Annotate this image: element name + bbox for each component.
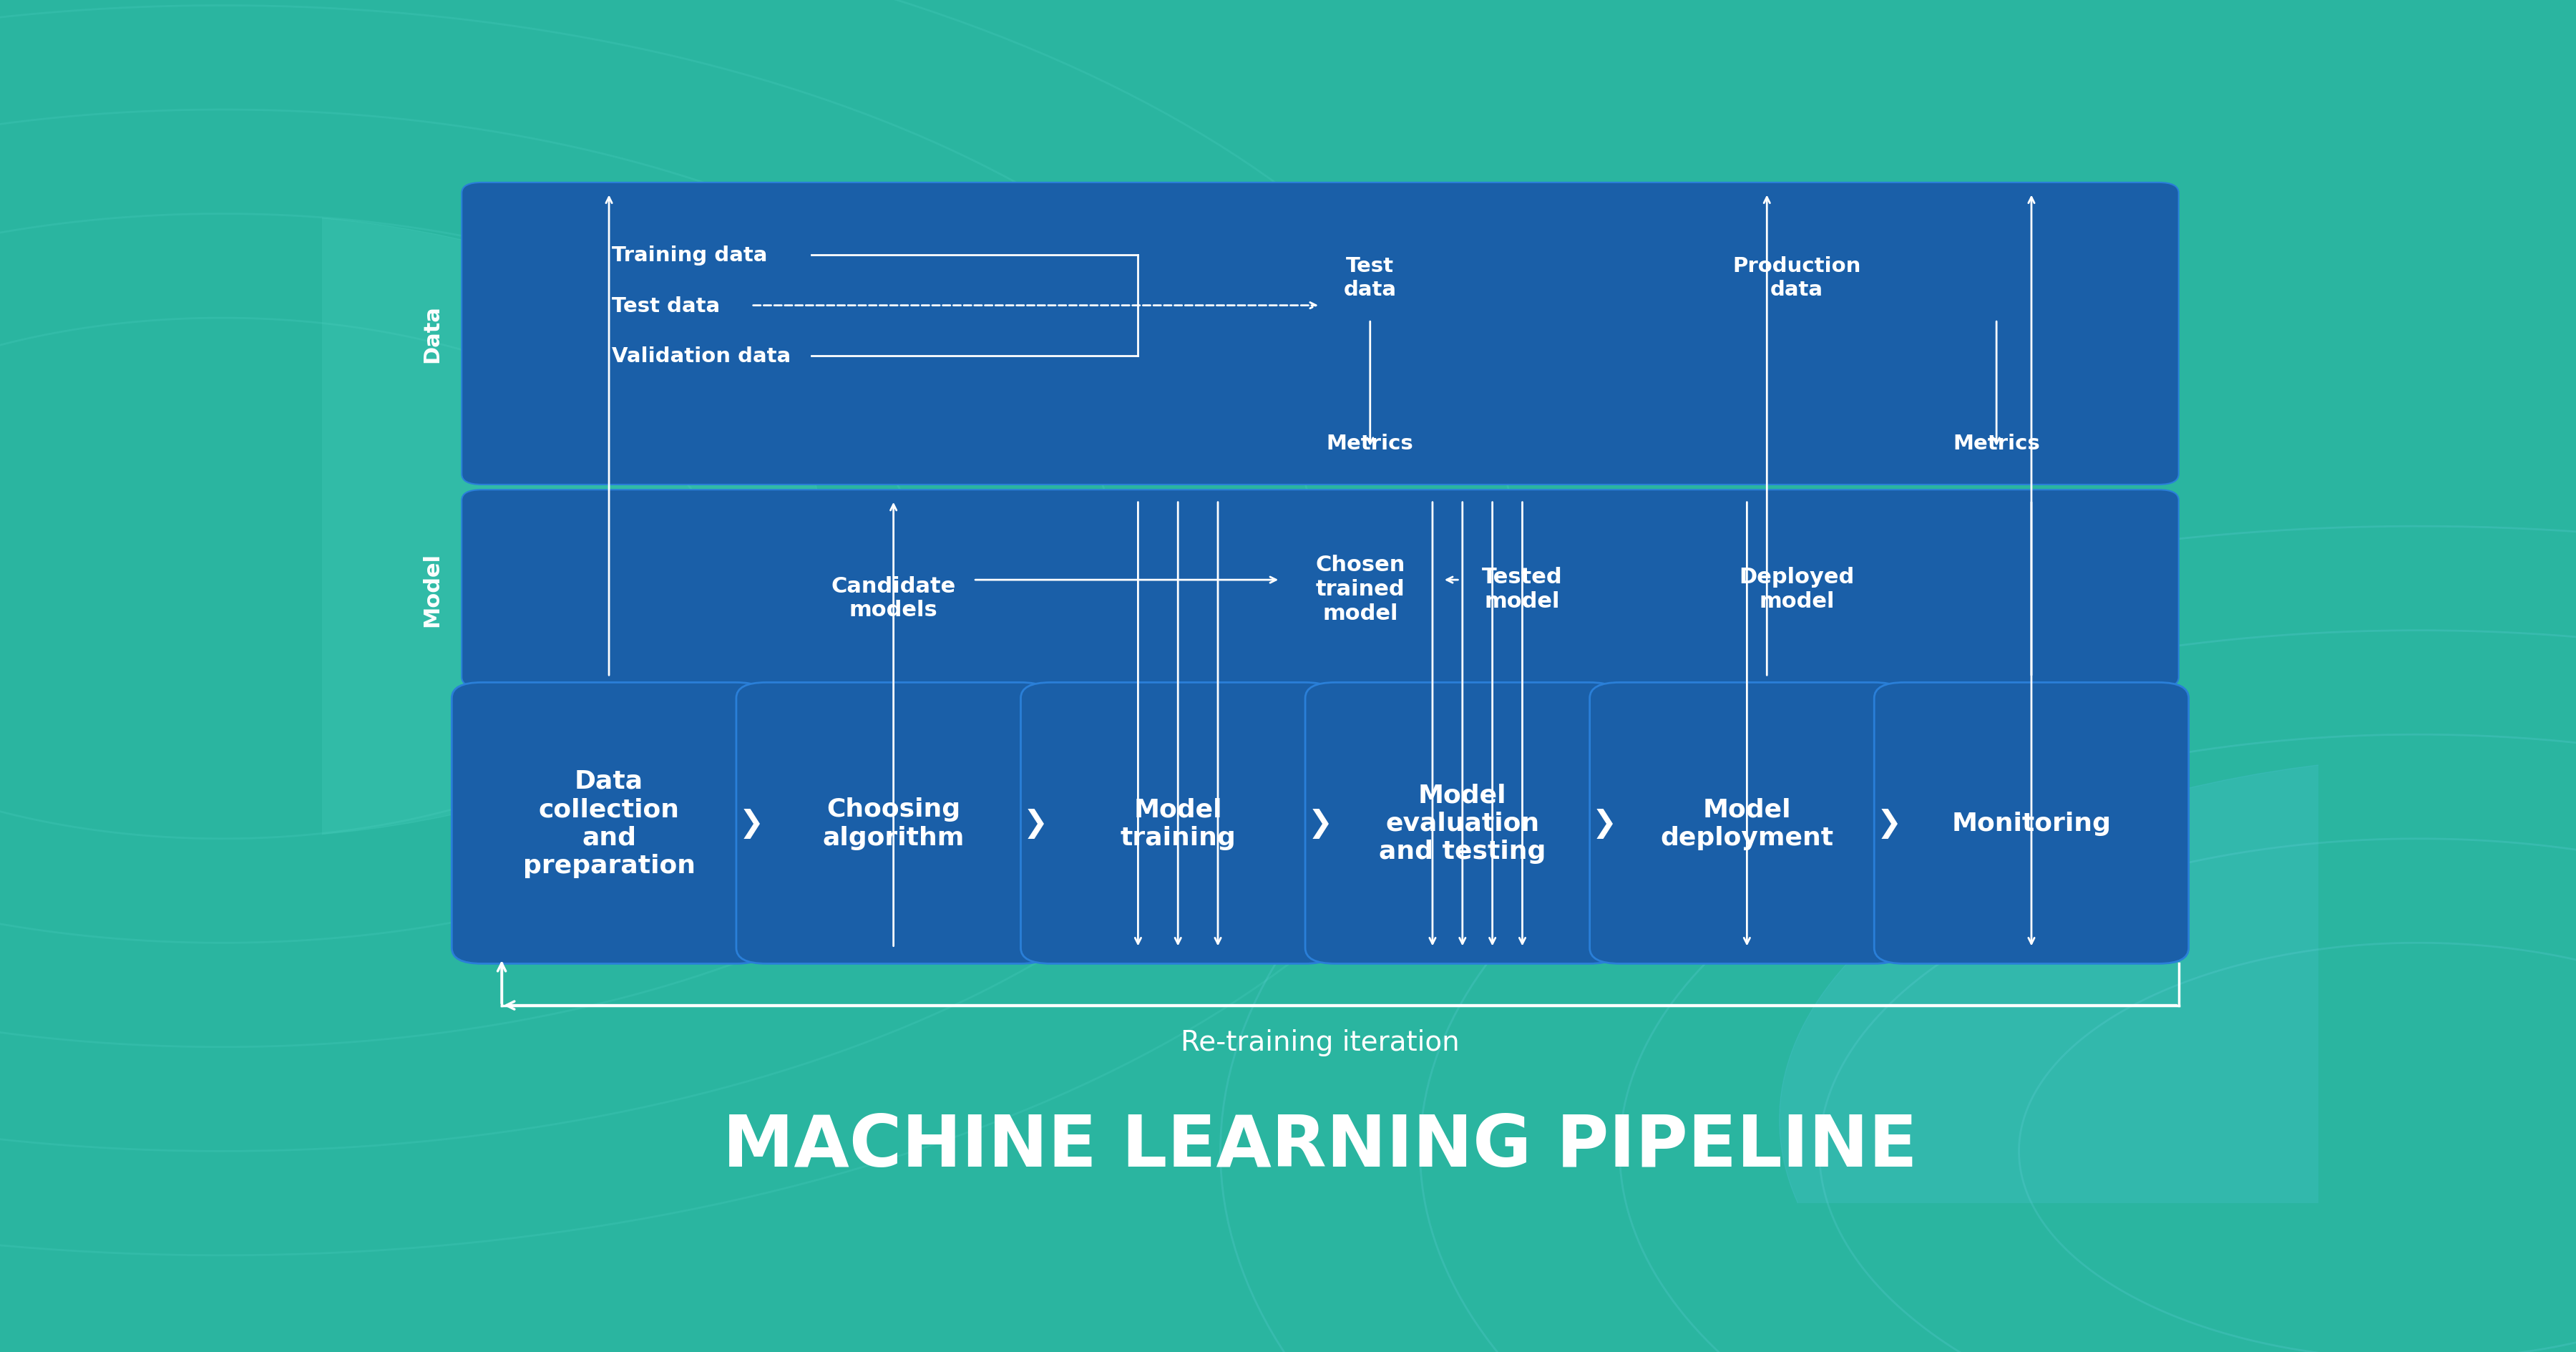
Text: Deployed
model: Deployed model: [1739, 566, 1855, 611]
FancyBboxPatch shape: [737, 683, 1051, 964]
Circle shape: [0, 214, 822, 838]
Text: ❯: ❯: [739, 808, 762, 838]
Text: ❯: ❯: [1023, 808, 1048, 838]
FancyBboxPatch shape: [1020, 683, 1334, 964]
Text: Monitoring: Monitoring: [1953, 811, 2112, 836]
Text: Model: Model: [422, 552, 443, 626]
Text: Tested
model: Tested model: [1481, 566, 1564, 611]
Text: Model
evaluation
and testing: Model evaluation and testing: [1378, 783, 1546, 864]
Text: Test
data: Test data: [1345, 256, 1396, 299]
Text: MACHINE LEARNING PIPELINE: MACHINE LEARNING PIPELINE: [724, 1111, 1917, 1180]
FancyBboxPatch shape: [451, 683, 765, 964]
FancyBboxPatch shape: [461, 183, 2179, 485]
Text: Data
collection
and
preparation: Data collection and preparation: [523, 769, 696, 877]
Circle shape: [1780, 756, 2576, 1352]
Text: Training data: Training data: [611, 245, 768, 265]
FancyBboxPatch shape: [461, 491, 2179, 688]
Text: ❯: ❯: [1878, 808, 1901, 838]
FancyBboxPatch shape: [1589, 683, 1904, 964]
FancyBboxPatch shape: [1875, 683, 2190, 964]
Text: Choosing
algorithm: Choosing algorithm: [822, 798, 963, 849]
Text: Candidate
models: Candidate models: [832, 576, 956, 621]
Text: Metrics: Metrics: [1953, 434, 2040, 454]
Text: Production
data: Production data: [1734, 256, 1860, 299]
Text: Validation data: Validation data: [611, 346, 791, 366]
Text: Model
training: Model training: [1121, 798, 1236, 849]
Text: Model
deployment: Model deployment: [1662, 798, 1834, 849]
FancyBboxPatch shape: [1306, 683, 1620, 964]
Text: Metrics: Metrics: [1327, 434, 1414, 454]
Text: Chosen
trained
model: Chosen trained model: [1316, 554, 1404, 623]
Text: Test data: Test data: [611, 296, 719, 316]
Text: ❯: ❯: [1592, 808, 1618, 838]
Text: ❯: ❯: [1309, 808, 1332, 838]
Text: Re-training iteration: Re-training iteration: [1180, 1029, 1461, 1056]
Text: Data: Data: [422, 306, 443, 362]
